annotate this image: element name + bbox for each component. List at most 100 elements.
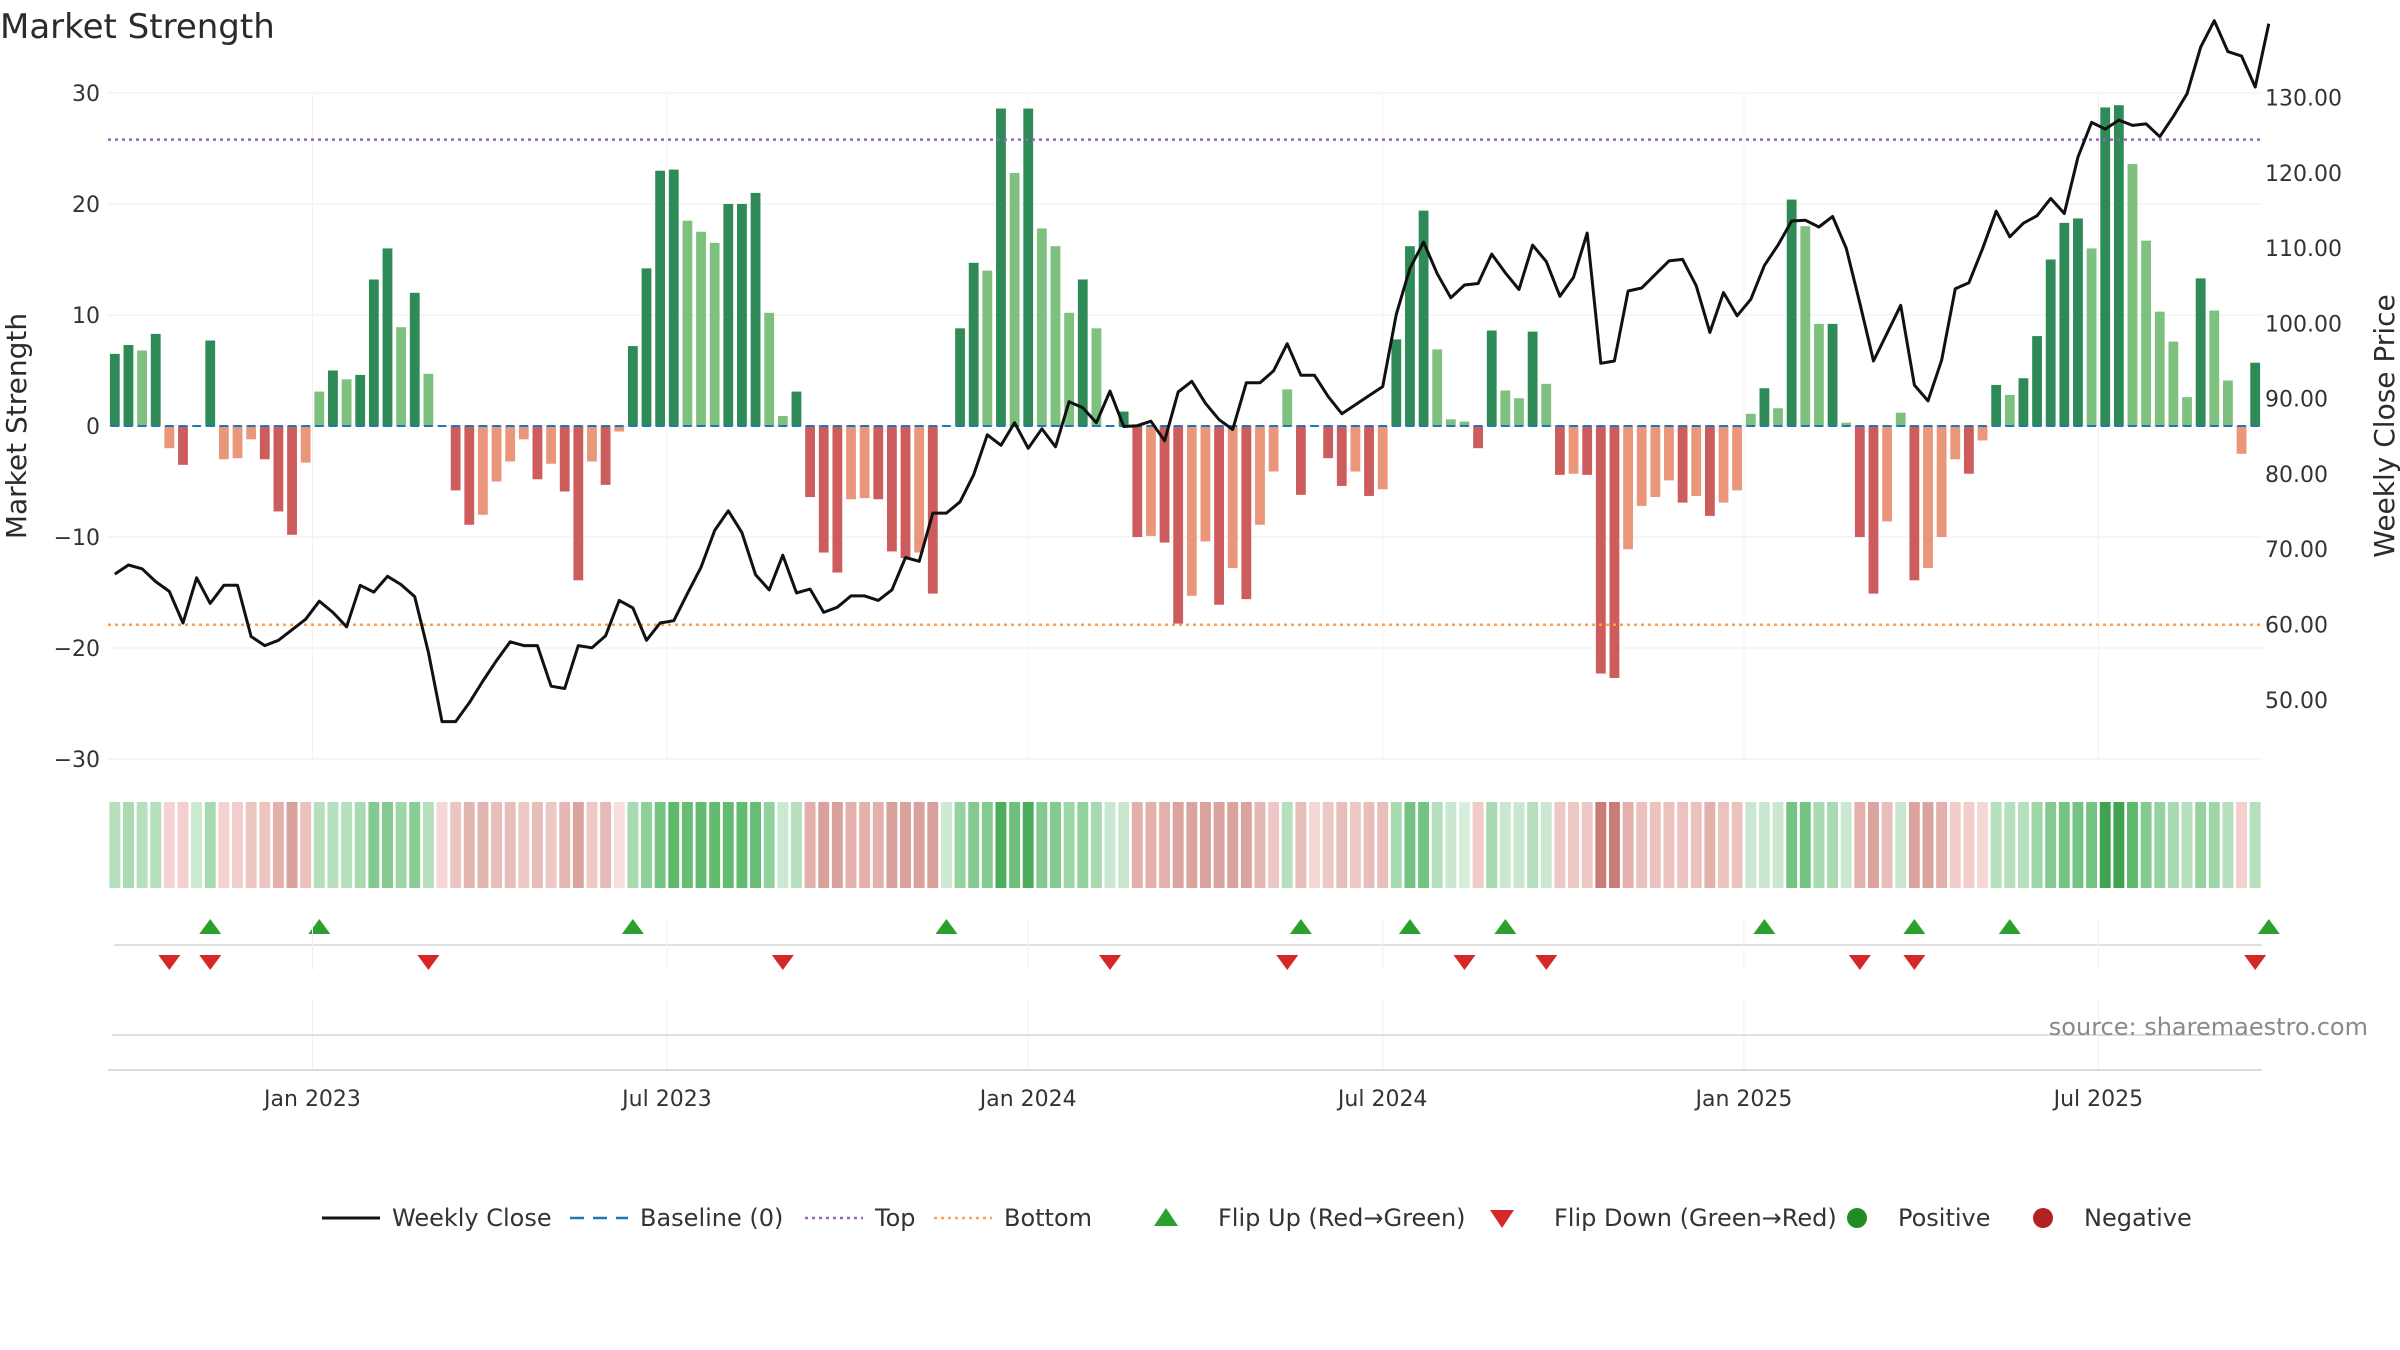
strength-bar (846, 426, 856, 500)
strength-bar (791, 391, 802, 426)
strip-cell (2181, 802, 2193, 888)
strip-cell (1990, 802, 2002, 888)
x-tick-label: Jan 2025 (1693, 1087, 1792, 1112)
strength-bar (1623, 426, 1633, 550)
strength-bar (464, 426, 475, 525)
strength-bar (2018, 378, 2029, 426)
strength-bar (1541, 383, 1552, 426)
strength-bar (1636, 426, 1647, 506)
strip-cell (382, 802, 393, 888)
strip-cell (1840, 802, 1852, 888)
strength-bar (382, 248, 393, 426)
strength-bar (1554, 426, 1565, 475)
strength-bar (1036, 228, 1047, 426)
strength-bar (505, 426, 516, 462)
strength-bar (259, 426, 270, 460)
flip-down-marker (1453, 955, 1476, 970)
strip-cell (1554, 802, 1566, 888)
strength-bar (1200, 426, 1211, 542)
strip-cell (1854, 802, 1866, 888)
y2-tick-label: 70.00 (2265, 538, 2328, 563)
strength-bar (273, 426, 284, 512)
chart-title: Market Strength (0, 7, 275, 47)
strip-cell (2222, 802, 2234, 888)
strength-bar (1677, 426, 1688, 503)
y2-axis-ticks: 130.00 120.00 110.00 100.00 90.00 80.00 70.00 6… (2265, 87, 2342, 714)
strength-bar (2086, 248, 2097, 426)
strip-cell (354, 802, 366, 888)
x-tick-label: Jul 2025 (2052, 1087, 2144, 1112)
strip-cell (695, 802, 707, 888)
strip-cell (395, 802, 407, 888)
strip-cell (1745, 802, 1757, 888)
y2-axis-label: Weekly Close Price (2368, 294, 2400, 557)
strip-cell (1349, 802, 1361, 888)
strength-bar (914, 426, 925, 553)
strip-cell (177, 802, 189, 888)
strip-cell (1077, 802, 1089, 888)
strip-cell (1649, 802, 1661, 888)
strength-bar (1991, 384, 2002, 426)
legend-label: Flip Down (Green→Red) (1554, 1204, 1837, 1232)
strength-bar (1091, 328, 1102, 426)
strip-cell (545, 802, 557, 888)
strip-cell (1172, 802, 1184, 888)
strip-cell (1963, 802, 1975, 888)
strength-bar (109, 353, 120, 426)
strip-cell (1009, 802, 1021, 888)
strength-bar (832, 426, 843, 573)
strip-cell (450, 802, 462, 888)
strength-bar (137, 350, 147, 426)
weekly-close-series (113, 19, 2271, 724)
source-label: source: sharemaestro.com (2049, 1013, 2368, 1041)
strip-cell (940, 802, 952, 888)
strip-cell (1731, 802, 1743, 888)
strength-bar (1704, 426, 1715, 516)
strip-cell (722, 802, 734, 888)
strength-bar (1568, 426, 1579, 474)
strength-bar (218, 426, 229, 460)
strength-bar (886, 426, 897, 552)
strip-cell (1936, 802, 1948, 888)
strength-bar (1323, 426, 1334, 459)
strip-cell (272, 802, 284, 888)
strip-cell (1268, 802, 1280, 888)
strength-bar (246, 426, 257, 440)
strength-bar (1350, 426, 1361, 472)
strength-bar (2141, 240, 2152, 426)
strip-cell (2154, 802, 2166, 888)
strength-bar (1241, 426, 1252, 600)
y-tick-label: −20 (54, 637, 100, 662)
strip-cell (1377, 802, 1389, 888)
strength-bar (1514, 398, 1524, 426)
flip-down-marker (1276, 955, 1299, 970)
strength-bar (518, 426, 529, 440)
strength-bar (1786, 199, 1797, 426)
strength-bar (1582, 426, 1593, 475)
strip-cell (2195, 802, 2207, 888)
strength-bar (996, 108, 1006, 426)
strength-bar (1050, 246, 1061, 426)
y2-tick-label: 100.00 (2265, 312, 2342, 337)
strength-bar (2195, 278, 2206, 426)
strength-bar (1473, 426, 1484, 449)
strip-cell (1949, 802, 1961, 888)
legend-label: Bottom (1004, 1204, 1092, 1232)
flip-up-marker (308, 919, 331, 934)
strength-bar (2113, 105, 2124, 427)
strip-cell (2167, 802, 2179, 888)
strength-bar (300, 426, 311, 463)
strength-bar (532, 426, 543, 480)
strip-cell (1718, 802, 1729, 888)
y2-tick-label: 80.00 (2265, 463, 2328, 488)
strip-cell (1827, 802, 1839, 888)
strength-bar (1650, 426, 1661, 498)
strength-bar (1718, 426, 1729, 503)
strip-cell (518, 802, 530, 888)
legend-label: Baseline (0) (640, 1204, 783, 1232)
y-tick-label: 0 (86, 415, 100, 440)
y2-tick-label: 110.00 (2265, 237, 2342, 262)
y2-tick-label: 60.00 (2265, 613, 2328, 638)
strip-cell (995, 802, 1007, 888)
